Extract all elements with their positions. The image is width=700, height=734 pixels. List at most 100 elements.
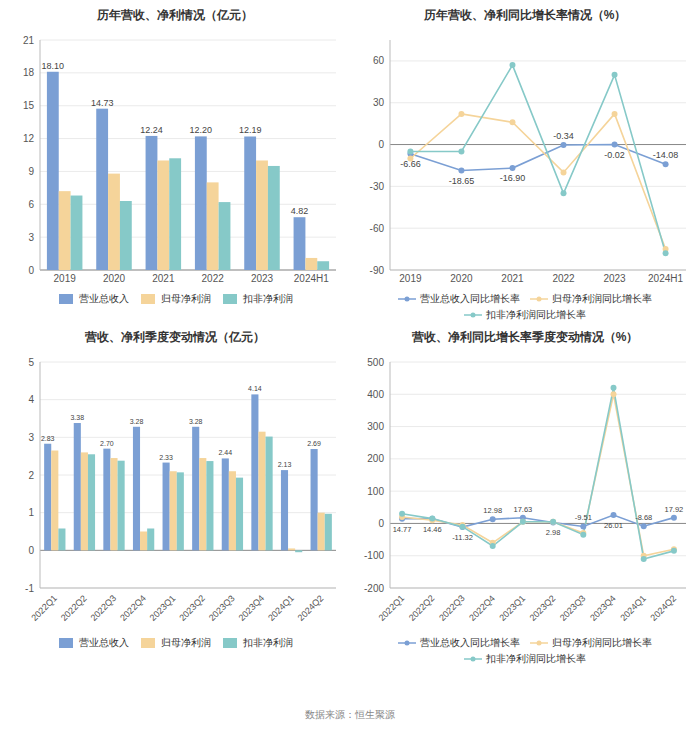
bar (44, 444, 51, 551)
y-tick-label: -30 (370, 181, 385, 192)
y-tick-label: 3 (28, 232, 34, 243)
point (509, 119, 515, 125)
y-tick-label: 200 (367, 453, 384, 464)
marks (399, 385, 677, 562)
grid-line (40, 237, 336, 238)
legend-marker (405, 641, 410, 646)
chart-panel: 历年营收、净利同比增长率情况（%）-90-60-3003060201920202… (350, 6, 700, 322)
grid-line (390, 228, 686, 229)
point (641, 556, 647, 562)
bar (258, 432, 265, 551)
bar (170, 471, 177, 550)
x-tick-label: 2023Q3 (207, 593, 237, 623)
bar (268, 166, 280, 270)
legend-item: 归母净利润同比增长率 (530, 636, 652, 650)
grid-line (40, 588, 336, 589)
data-label: 14.46 (423, 525, 442, 534)
bar (103, 449, 110, 551)
x-tick-label: 2022Q4 (118, 593, 148, 623)
legend-label: 归母净利润同比增长率 (552, 292, 652, 306)
point (671, 548, 677, 554)
y-tick-label: 4 (28, 394, 34, 405)
legend-patch (223, 638, 237, 648)
x-tick-label: 2024Q1 (618, 593, 648, 623)
x-tick-label: 2020 (450, 273, 473, 284)
y-tick-label: 100 (367, 486, 384, 497)
y-tick-label: 6 (28, 199, 34, 210)
bar (256, 160, 268, 270)
x-tick-label: 2022Q3 (437, 593, 467, 623)
x-tick-label: 2022 (552, 273, 575, 284)
chart-panel: 营收、净利同比增长率季度变动情况（%）-200-1000100200300400… (350, 328, 700, 666)
chart-svg: -90-60-3003060201920202021202220232024H1… (350, 24, 700, 292)
y-tick-label: 500 (367, 357, 384, 368)
legend-label: 扣非净利润 (243, 292, 293, 306)
data-label: 17.63 (514, 505, 533, 514)
point (611, 385, 617, 391)
grid-line (390, 60, 686, 61)
data-label: 3.28 (189, 418, 203, 425)
bar (163, 463, 170, 551)
marks (407, 62, 668, 256)
x-tick-label: 2023Q4 (588, 593, 618, 623)
point (561, 169, 567, 175)
legend-label: 扣非净利润同比增长率 (486, 652, 586, 666)
y-tick-label: 0 (378, 139, 384, 150)
chart-panel: 营收、净利季度变动情况（亿元）-10123452022Q12022Q22022Q… (0, 328, 350, 666)
chart-title: 营收、净利季度变动情况（亿元） (85, 328, 265, 346)
point (611, 391, 617, 397)
legend-item: 营业总收入同比增长率 (398, 292, 520, 306)
x-tick-label: 2024H1 (648, 273, 683, 284)
bar (140, 532, 147, 551)
chart-title: 历年营收、净利情况（亿元） (97, 6, 253, 24)
bar (251, 394, 258, 550)
point (520, 519, 526, 525)
zero-line (390, 144, 686, 145)
marks (47, 72, 329, 270)
x-tick-label: 2024Q1 (266, 593, 296, 623)
legend-swatch (530, 294, 548, 304)
data-label: -6.66 (400, 159, 421, 169)
bar (96, 109, 108, 270)
x-tick-label: 2023Q2 (528, 593, 558, 623)
x-tick-label: 2023Q1 (497, 593, 527, 623)
y-tick-label: 0 (28, 265, 34, 276)
data-label: 4.82 (291, 206, 309, 216)
x-tick-label: 2022Q2 (59, 593, 89, 623)
x-tick-label: 2022Q3 (89, 593, 119, 623)
data-label: 26.01 (604, 521, 623, 530)
bar (295, 550, 302, 552)
data-label: 2.83 (41, 435, 55, 442)
grid-line (40, 105, 336, 106)
legend-item: 营业总收入 (57, 636, 129, 650)
point (550, 519, 556, 525)
bar (229, 471, 236, 550)
data-label: 3.38 (70, 414, 84, 421)
point (399, 511, 405, 517)
data-label: 2.70 (100, 440, 114, 447)
point (561, 142, 567, 148)
legend-item: 营业总收入同比增长率 (398, 636, 520, 650)
point (429, 516, 435, 522)
legend-swatch (139, 294, 157, 304)
y-tick-label: 400 (367, 389, 384, 400)
data-label: -8.68 (635, 513, 652, 522)
point (458, 111, 464, 117)
grid-line (390, 588, 686, 589)
bar (88, 454, 95, 550)
point (458, 168, 464, 174)
legend-item: 营业总收入 (57, 292, 129, 306)
point (458, 149, 464, 155)
point (550, 519, 556, 525)
legend-swatch (398, 638, 416, 648)
bar (108, 174, 120, 270)
x-axis-line (390, 588, 686, 589)
chart-svg: -200-10001002003004005002022Q12022Q22022… (350, 346, 700, 636)
y-tick-label: 12 (23, 133, 35, 144)
y-tick-label: 0 (378, 518, 384, 529)
bar (51, 451, 58, 551)
legend-patch (223, 294, 237, 304)
point (509, 62, 515, 68)
grid-line (390, 491, 686, 492)
point (550, 519, 556, 525)
